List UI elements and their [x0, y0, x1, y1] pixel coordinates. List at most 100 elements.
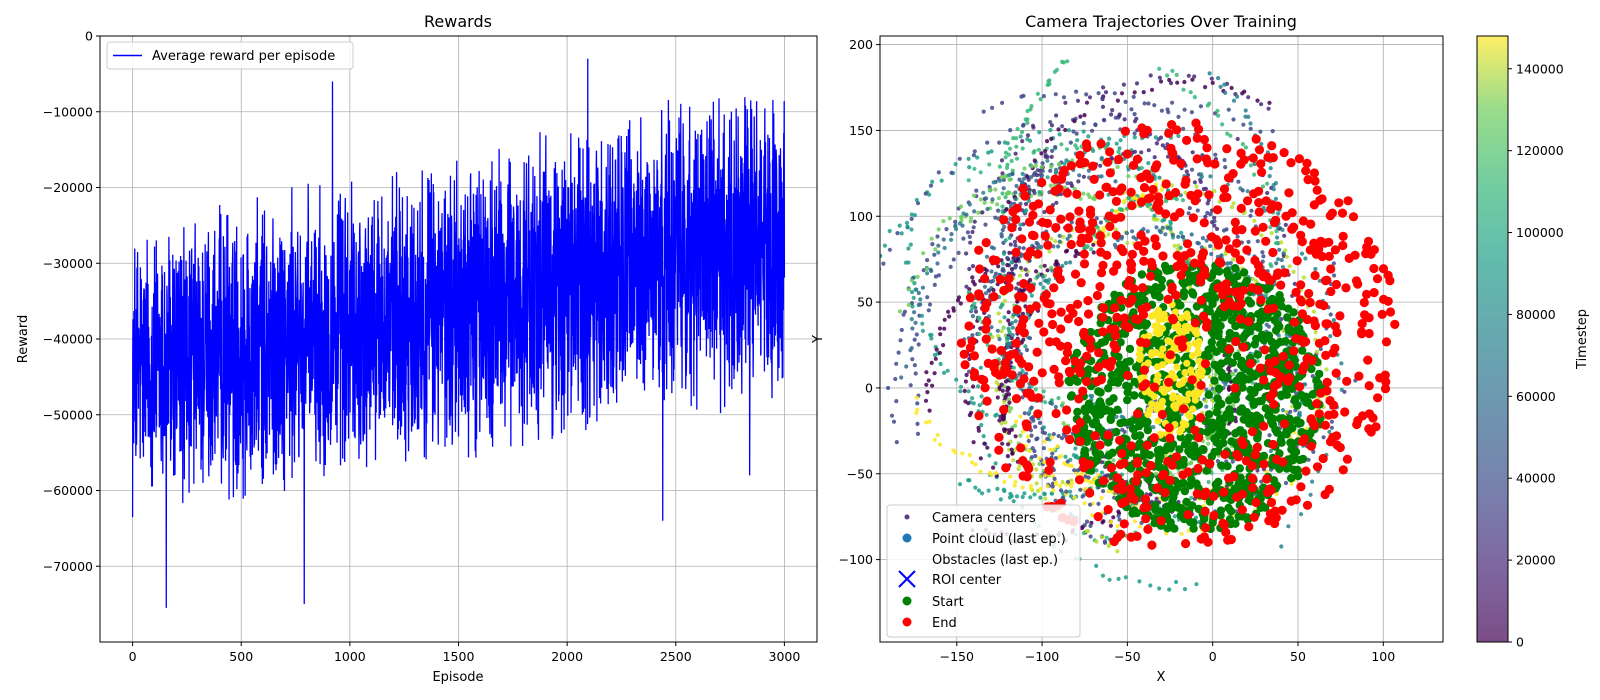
- end-point: [1272, 454, 1282, 464]
- camera-center-point: [925, 258, 930, 263]
- camera-center-point: [1231, 201, 1236, 206]
- camera-center-point: [1189, 232, 1194, 237]
- camera-center-point: [1188, 90, 1193, 95]
- camera-center-point: [1074, 89, 1079, 94]
- camera-center-point: [1002, 174, 1008, 179]
- camera-center-point: [1027, 410, 1032, 415]
- end-point: [1062, 188, 1072, 198]
- camera-center-point: [1182, 587, 1188, 592]
- end-point: [1306, 441, 1316, 451]
- end-point: [989, 292, 999, 302]
- camera-center-point: [970, 314, 976, 319]
- camera-center-point: [942, 326, 947, 331]
- end-point: [1328, 432, 1338, 443]
- camera-center-point: [1249, 208, 1254, 213]
- camera-center-point: [1279, 257, 1284, 263]
- camera-center-point: [1176, 114, 1181, 119]
- start-point: [1302, 398, 1311, 407]
- camera-center-point: [1235, 136, 1240, 142]
- end-point: [1098, 260, 1108, 270]
- camera-center-point: [1228, 261, 1233, 266]
- camera-center-point: [1065, 479, 1071, 484]
- end-point: [1290, 317, 1300, 327]
- end-point: [1082, 377, 1092, 387]
- end-point: [1250, 226, 1260, 236]
- end-point: [1139, 246, 1149, 256]
- end-point: [1082, 143, 1092, 153]
- camera-center-point: [1283, 248, 1288, 253]
- camera-center-point: [1105, 473, 1110, 478]
- camera-center-point: [1084, 245, 1089, 250]
- end-point: [1221, 527, 1231, 538]
- camera-center-point: [1101, 117, 1106, 123]
- camera-center-point: [1077, 173, 1082, 178]
- trajectory-point-late: [1181, 369, 1189, 377]
- camera-center-point: [1007, 330, 1012, 335]
- camera-center-point: [1176, 133, 1181, 139]
- camera-center-point: [1078, 114, 1083, 119]
- end-point: [1136, 197, 1147, 207]
- end-point: [1112, 312, 1122, 322]
- trajectories-chart-title: Camera Trajectories Over Training: [1025, 12, 1297, 31]
- end-point: [1351, 276, 1362, 286]
- start-point: [1282, 464, 1292, 473]
- camera-center-point: [914, 395, 919, 400]
- camera-center-point: [1008, 128, 1013, 133]
- end-point: [1255, 363, 1265, 373]
- camera-center-point: [1255, 468, 1260, 473]
- camera-center-point: [925, 271, 930, 276]
- end-point: [1019, 314, 1029, 324]
- trajectory-point-late: [1148, 312, 1156, 320]
- end-point: [1261, 236, 1271, 246]
- end-point: [1256, 159, 1266, 169]
- camera-center-point: [909, 301, 915, 306]
- camera-center-point: [1056, 433, 1061, 439]
- camera-center-point: [887, 228, 892, 234]
- camera-center-point: [1038, 495, 1043, 500]
- trajectory-point-late: [1190, 389, 1198, 397]
- end-point: [1139, 256, 1149, 266]
- camera-center-point: [1049, 236, 1054, 241]
- end-point: [1074, 224, 1084, 234]
- start-point: [1170, 524, 1179, 533]
- camera-center-point: [978, 456, 983, 461]
- end-point: [1263, 152, 1273, 162]
- camera-center-point: [1231, 98, 1237, 103]
- camera-center-point: [1154, 141, 1159, 146]
- end-point: [1329, 400, 1339, 410]
- camera-center-point: [1118, 138, 1123, 143]
- end-point: [1142, 440, 1152, 450]
- camera-center-point: [921, 251, 926, 256]
- camera-center-point: [1099, 535, 1105, 540]
- end-point: [1223, 286, 1233, 296]
- end-point: [1118, 246, 1128, 257]
- start-point: [1213, 402, 1223, 411]
- end-point: [1160, 488, 1170, 498]
- end-point: [1190, 318, 1200, 328]
- end-point: [1195, 413, 1206, 423]
- camera-center-point: [1116, 576, 1121, 582]
- camera-center-point: [1179, 531, 1184, 537]
- trajectory-point-late: [1178, 425, 1186, 433]
- camera-center-point: [966, 478, 971, 483]
- camera-center-point: [910, 357, 915, 362]
- camera-center-point: [1248, 163, 1253, 168]
- end-point: [1269, 217, 1280, 228]
- end-point: [1203, 158, 1213, 168]
- end-point: [1105, 362, 1115, 372]
- end-point: [1196, 380, 1206, 390]
- camera-center-point: [1331, 318, 1336, 323]
- camera-center-point: [1172, 243, 1177, 248]
- end-point: [1024, 464, 1034, 474]
- camera-center-point: [1102, 540, 1108, 545]
- start-point: [1211, 361, 1220, 370]
- camera-center-point: [1119, 236, 1124, 241]
- camera-center-point: [1260, 184, 1266, 189]
- camera-center-point: [1276, 333, 1281, 338]
- rewards-chart: Rewards 0 500 1000 1500 2000 2500 3000 0−10000…: [16, 12, 818, 685]
- end-point: [1262, 272, 1272, 282]
- camera-center-point: [1269, 231, 1274, 236]
- camera-center-point: [1198, 104, 1203, 109]
- camera-center-point: [1131, 94, 1136, 99]
- camera-center-point: [1033, 453, 1038, 459]
